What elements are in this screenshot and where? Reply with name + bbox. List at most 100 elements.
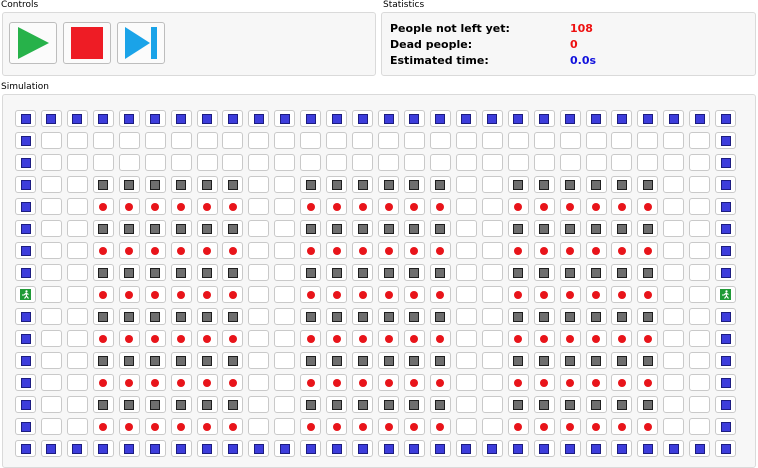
grid-cell-wall — [352, 110, 374, 127]
seat-icon — [513, 311, 524, 322]
grid-cell-person — [196, 198, 218, 215]
grid-cell-person — [326, 330, 348, 347]
controls-title: Controls — [1, 0, 39, 10]
grid-cell-empty — [637, 132, 659, 149]
person-icon — [643, 422, 652, 431]
wall-icon — [98, 113, 109, 124]
grid-cell-wall — [585, 440, 607, 457]
person-icon — [566, 202, 574, 211]
grid-cell-empty — [455, 396, 477, 413]
person-icon — [151, 246, 160, 255]
grid-cell-seat — [352, 396, 374, 413]
seat-icon — [150, 223, 161, 234]
grid-cell-person — [144, 242, 166, 259]
grid-cell-wall — [15, 242, 36, 259]
grid-cell-empty — [611, 154, 633, 171]
grid-cell-person — [118, 286, 140, 303]
wall-icon — [176, 113, 187, 124]
seat-icon — [98, 267, 109, 278]
wall-icon — [20, 135, 31, 146]
person-icon — [514, 246, 523, 255]
grid-cell-empty — [40, 242, 62, 259]
seat-icon — [150, 355, 161, 366]
grid-cell-wall — [715, 220, 737, 237]
wall-icon — [720, 443, 731, 454]
grid-cell-seat — [144, 352, 166, 369]
wall-icon — [20, 377, 31, 388]
wall-icon — [409, 443, 420, 454]
grid-cell-wall — [611, 110, 633, 127]
play-button[interactable] — [9, 22, 57, 64]
person-icon — [203, 422, 211, 431]
person-icon — [436, 422, 445, 431]
seat-icon — [642, 267, 653, 278]
grid-cell-person — [92, 374, 114, 391]
wall-icon — [279, 443, 290, 454]
grid-cell-seat — [196, 264, 218, 281]
grid-cell-wall — [715, 110, 737, 127]
grid-cell-empty — [248, 330, 270, 347]
wall-icon — [20, 223, 31, 234]
wall-icon — [331, 443, 342, 454]
seat-icon — [565, 267, 575, 278]
grid-cell-wall — [300, 110, 322, 127]
person-icon — [125, 246, 134, 255]
seat-icon — [305, 311, 316, 322]
grid-cell-person — [403, 418, 425, 435]
grid-cell-wall — [352, 440, 374, 457]
grid-cell-empty — [170, 154, 192, 171]
grid-cell-empty — [66, 418, 88, 435]
grid-cell-empty — [248, 242, 270, 259]
grid-cell-empty — [248, 396, 270, 413]
grid-cell-seat — [222, 176, 244, 193]
grid-cell-person — [429, 198, 451, 215]
seat-icon — [124, 179, 135, 190]
step-button[interactable] — [117, 22, 165, 64]
person-icon — [203, 202, 211, 211]
seat-icon — [539, 223, 550, 234]
grid-cell-seat — [196, 220, 218, 237]
wall-icon — [46, 113, 57, 124]
grid-cell-person — [118, 330, 140, 347]
grid-cell-wall — [248, 440, 270, 457]
grid-cell-wall — [429, 110, 451, 127]
stop-button[interactable] — [63, 22, 111, 64]
grid-cell-person — [196, 374, 218, 391]
grid-cell-empty — [40, 330, 62, 347]
grid-cell-person — [326, 418, 348, 435]
wall-icon — [20, 421, 31, 432]
grid-cell-wall — [715, 396, 737, 413]
grid-cell-person — [170, 418, 192, 435]
person-icon — [514, 290, 523, 299]
grid-cell-person — [585, 242, 607, 259]
grid-cell-seat — [403, 264, 425, 281]
grid-cell-empty — [481, 132, 503, 149]
grid-cell-person — [637, 374, 659, 391]
person-icon — [514, 378, 523, 387]
grid-cell-person — [326, 374, 348, 391]
seat-icon — [176, 179, 187, 190]
wall-icon — [668, 443, 679, 454]
seat-icon — [409, 223, 420, 234]
grid-cell-person — [533, 242, 555, 259]
grid-cell-seat — [170, 308, 192, 325]
grid-cell-wall — [15, 132, 36, 149]
grid-cell-person — [352, 418, 374, 435]
grid-cell-person — [144, 198, 166, 215]
seat-icon — [539, 399, 550, 410]
seat-icon — [383, 267, 394, 278]
seat-icon — [383, 179, 394, 190]
grid-cell-empty — [248, 132, 270, 149]
grid-cell-seat — [196, 176, 218, 193]
seat-icon — [409, 311, 420, 322]
wall-icon — [20, 333, 31, 344]
seat-icon — [435, 223, 446, 234]
wall-icon — [720, 223, 731, 234]
seat-icon — [124, 311, 135, 322]
grid-cell-seat — [352, 176, 374, 193]
wall-icon — [409, 113, 420, 124]
seat-icon — [409, 355, 420, 366]
grid-cell-seat — [429, 264, 451, 281]
grid-cell-seat — [222, 308, 244, 325]
grid-cell-person — [533, 374, 555, 391]
